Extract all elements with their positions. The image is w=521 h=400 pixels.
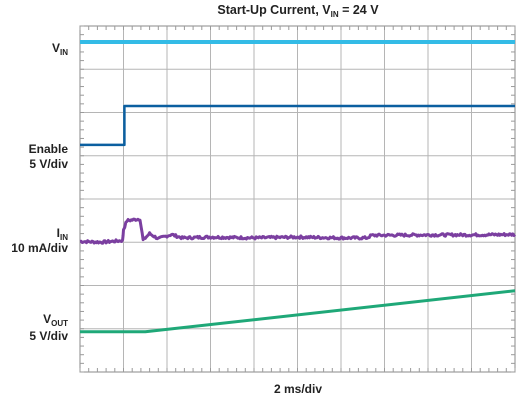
vin-label: VIN: [52, 41, 68, 57]
trace-vout: [80, 289, 516, 334]
chart-title: Start-Up Current, VIN = 24 V: [217, 3, 379, 19]
vout-scale-label: 5 V/div: [29, 329, 68, 343]
x-axis-label: 2 ms/div: [274, 382, 322, 396]
grid: [79, 25, 516, 373]
vout-label: VOUT: [43, 312, 68, 328]
trace-enable: [80, 104, 515, 147]
trace-iin: [79, 217, 517, 245]
traces: [79, 40, 517, 334]
iin-scale-label: 10 mA/div: [11, 241, 68, 255]
iin-label: IIN: [57, 226, 69, 242]
enable-scale-label: 5 V/div: [29, 157, 68, 171]
enable-label: Enable: [29, 142, 69, 156]
